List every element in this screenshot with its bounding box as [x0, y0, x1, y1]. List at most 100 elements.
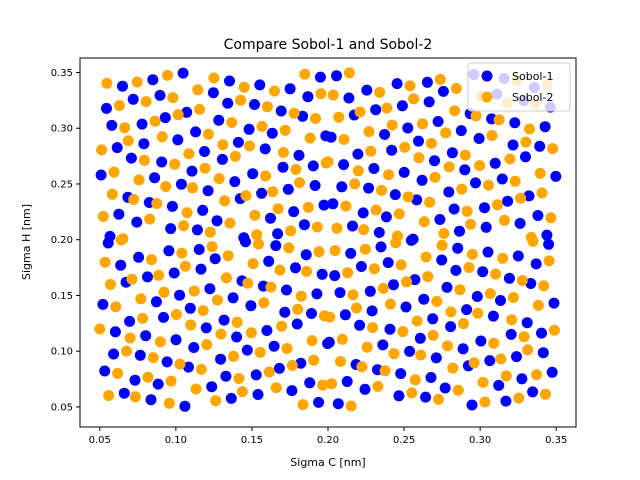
- scatter-point: [425, 137, 437, 149]
- scatter-point: [97, 298, 109, 310]
- scatter-point: [229, 150, 241, 162]
- scatter-point: [203, 128, 214, 140]
- scatter-point: [550, 170, 562, 182]
- scatter-point: [511, 351, 522, 363]
- scatter-point: [138, 154, 150, 166]
- scatter-point: [364, 285, 376, 297]
- scatter-point: [425, 372, 437, 383]
- scatter-point: [466, 399, 478, 411]
- scatter-point: [136, 118, 148, 130]
- scatter-point: [313, 246, 325, 258]
- x-tick-label: 0.30: [469, 435, 491, 446]
- scatter-point: [409, 274, 421, 286]
- scatter-point: [197, 204, 209, 216]
- scatter-point: [432, 116, 444, 127]
- scatter-point: [514, 217, 526, 229]
- scatter-point: [436, 254, 448, 266]
- scatter-point: [543, 238, 555, 250]
- scatter-point: [302, 201, 314, 213]
- scatter-point: [217, 139, 229, 151]
- scatter-point: [491, 199, 503, 211]
- scatter-point: [172, 109, 184, 121]
- scatter-point: [231, 331, 243, 343]
- scatter-point: [534, 140, 546, 152]
- scatter-point: [172, 134, 184, 146]
- scatter-point: [192, 84, 204, 96]
- scatter-point: [202, 185, 214, 197]
- scatter-point: [322, 156, 334, 168]
- scatter-point: [298, 219, 310, 231]
- scatter-point: [516, 373, 528, 385]
- scatter-point: [117, 80, 128, 92]
- scatter-point: [263, 366, 275, 378]
- scatter-point: [439, 382, 451, 394]
- scatter-point: [167, 92, 179, 104]
- scatter-point: [183, 361, 194, 373]
- scatter-point: [162, 69, 173, 81]
- scatter-point: [359, 383, 371, 395]
- scatter-point: [183, 148, 195, 160]
- scatter-point: [513, 392, 525, 404]
- scatter-point: [301, 265, 313, 277]
- scatter-point: [417, 118, 428, 130]
- scatter-point: [290, 262, 301, 274]
- scatter-point: [373, 227, 385, 238]
- scatter-point: [128, 194, 140, 205]
- scatter-point: [422, 271, 434, 283]
- scatter-point: [546, 366, 558, 378]
- x-tick-label: 0.20: [317, 435, 339, 446]
- scatter-point: [429, 155, 440, 167]
- scatter-point: [233, 373, 245, 384]
- scatter-point: [497, 252, 509, 264]
- scatter-point: [320, 130, 332, 142]
- scatter-point: [331, 70, 342, 82]
- scatter-point: [306, 335, 318, 347]
- scatter-point: [274, 264, 286, 276]
- x-axis-label: Sigma C [nm]: [290, 456, 365, 469]
- scatter-point: [472, 307, 484, 319]
- scatter-point: [473, 133, 485, 144]
- scatter-point: [347, 220, 358, 232]
- scatter-point: [336, 181, 348, 193]
- scatter-point: [493, 379, 505, 391]
- scatter-point: [110, 301, 122, 313]
- scatter-point: [380, 211, 392, 223]
- scatter-point: [368, 163, 380, 174]
- scatter-point: [512, 250, 524, 262]
- scatter-point: [537, 347, 549, 359]
- scatter-point: [270, 240, 282, 252]
- scatter-point: [125, 152, 137, 164]
- scatter-point: [265, 281, 277, 293]
- scatter-point: [411, 315, 423, 327]
- scatter-point: [477, 376, 489, 388]
- scatter-point: [338, 159, 350, 171]
- scatter-point: [329, 245, 341, 256]
- scatter-point: [252, 389, 264, 400]
- scatter-point: [127, 93, 139, 105]
- scatter-point: [427, 313, 439, 325]
- scatter-point: [370, 104, 382, 116]
- scatter-point: [106, 188, 118, 200]
- scatter-point: [256, 120, 268, 132]
- scatter-point: [142, 371, 154, 383]
- scatter-point: [249, 99, 260, 110]
- scatter-point: [372, 380, 384, 392]
- scatter-point: [483, 179, 494, 191]
- scatter-point: [393, 208, 405, 220]
- scatter-point: [177, 67, 189, 79]
- scatter-point: [433, 393, 444, 405]
- scatter-point: [427, 329, 439, 341]
- scatter-point: [229, 176, 241, 188]
- legend-box: [467, 62, 571, 112]
- scatter-point: [370, 204, 382, 216]
- scatter-point: [429, 171, 441, 183]
- scatter-point: [95, 169, 107, 181]
- scatter-point: [316, 268, 328, 280]
- scatter-point: [503, 272, 515, 284]
- scatter-point: [352, 148, 364, 160]
- scatter-point: [532, 210, 544, 221]
- scatter-point: [445, 321, 457, 333]
- scatter-point: [146, 254, 157, 266]
- scatter-point: [138, 138, 150, 150]
